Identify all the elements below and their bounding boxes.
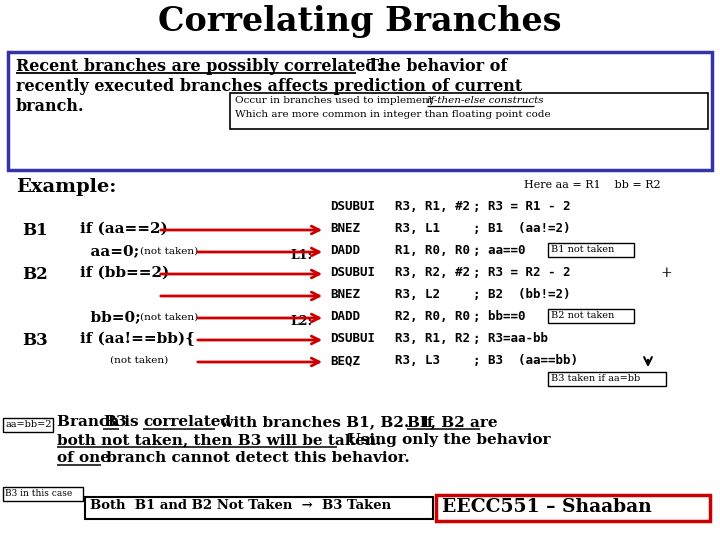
Text: Using only the behavior: Using only the behavior	[337, 433, 551, 447]
Text: recently executed branches affects prediction of current: recently executed branches affects predi…	[16, 78, 522, 95]
Text: aa=bb=2: aa=bb=2	[5, 420, 52, 429]
Text: B3 taken if aa=bb: B3 taken if aa=bb	[551, 374, 640, 383]
Text: L2:: L2:	[290, 315, 312, 328]
Text: (not taken): (not taken)	[140, 313, 198, 322]
Text: ; R3 = R1 - 2: ; R3 = R1 - 2	[473, 200, 570, 213]
Text: bb=0;: bb=0;	[80, 310, 140, 324]
Bar	[230, 93, 708, 129]
Text: with branches B1, B2.  If: with branches B1, B2. If	[215, 415, 438, 429]
Text: L1:: L1:	[290, 249, 312, 262]
Text: ; aa==0: ; aa==0	[473, 244, 526, 257]
Text: Recent branches are possibly correlated:: Recent branches are possibly correlated:	[16, 58, 382, 75]
Text: ; B1  (aa!=2): ; B1 (aa!=2)	[473, 222, 570, 235]
Text: R3, L2: R3, L2	[395, 288, 440, 301]
Text: R3, L3: R3, L3	[395, 354, 440, 367]
Text: DSUBUI: DSUBUI	[330, 266, 375, 279]
Text: B2: B2	[22, 266, 48, 283]
Text: DADD: DADD	[330, 244, 360, 257]
Bar	[3, 487, 83, 501]
Text: The behavior of: The behavior of	[356, 58, 508, 75]
Text: R3, R1, R2: R3, R1, R2	[395, 332, 470, 345]
Text: B2 not taken: B2 not taken	[551, 311, 614, 320]
Bar	[85, 497, 433, 519]
Text: B3: B3	[22, 332, 48, 349]
Text: branch.: branch.	[16, 98, 84, 115]
Bar	[548, 372, 666, 386]
Text: (not taken): (not taken)	[110, 356, 168, 365]
Text: BNEZ: BNEZ	[330, 288, 360, 301]
Text: +: +	[660, 266, 672, 280]
Text: Example:: Example:	[16, 178, 117, 196]
Text: Occur in branches used to implement: Occur in branches used to implement	[235, 96, 439, 105]
Text: both not taken, then B3 will be taken.: both not taken, then B3 will be taken.	[57, 433, 382, 447]
Bar	[8, 52, 712, 170]
Text: Correlating Branches: Correlating Branches	[158, 5, 562, 38]
Text: ; R3=aa-bb: ; R3=aa-bb	[473, 332, 548, 345]
Text: BNEZ: BNEZ	[330, 222, 360, 235]
Text: is: is	[119, 415, 144, 429]
Text: R2, R0, R0: R2, R0, R0	[395, 310, 470, 323]
Text: Which are more common in integer than floating point code: Which are more common in integer than fl…	[235, 110, 551, 119]
Text: if (bb==2): if (bb==2)	[80, 266, 169, 280]
Text: B1 not taken: B1 not taken	[551, 245, 614, 254]
Text: Here aa = R1    bb = R2: Here aa = R1 bb = R2	[524, 180, 661, 190]
Text: if (aa==2): if (aa==2)	[80, 222, 168, 236]
Text: ; B2  (bb!=2): ; B2 (bb!=2)	[473, 288, 570, 301]
Bar	[436, 495, 710, 521]
Text: B3 in this case: B3 in this case	[5, 489, 72, 498]
Text: aa=0;: aa=0;	[80, 244, 139, 258]
Text: correlated: correlated	[143, 415, 231, 429]
Text: (not taken): (not taken)	[140, 247, 198, 256]
Text: B3: B3	[103, 415, 127, 429]
Text: if-then-else constructs: if-then-else constructs	[427, 96, 544, 105]
Bar	[548, 243, 634, 257]
Bar	[3, 418, 53, 432]
Text: ; B3  (aa==bb): ; B3 (aa==bb)	[473, 354, 578, 367]
Bar	[548, 309, 634, 323]
Text: EECC551 – Shaaban: EECC551 – Shaaban	[442, 498, 652, 516]
Text: ; R3 = R2 - 2: ; R3 = R2 - 2	[473, 266, 570, 279]
Text: BEQZ: BEQZ	[330, 354, 360, 367]
Text: ; bb==0: ; bb==0	[473, 310, 526, 323]
Text: branch cannot detect this behavior.: branch cannot detect this behavior.	[101, 451, 410, 465]
Text: R3, L1: R3, L1	[395, 222, 440, 235]
Text: B1, B2 are: B1, B2 are	[407, 415, 498, 429]
Text: B1: B1	[22, 222, 48, 239]
Text: R1, R0, R0: R1, R0, R0	[395, 244, 470, 257]
Text: of one: of one	[57, 451, 110, 465]
Text: R3, R1, #2: R3, R1, #2	[395, 200, 470, 213]
Text: DSUBUI: DSUBUI	[330, 332, 375, 345]
Text: if (aa!==bb){: if (aa!==bb){	[80, 332, 195, 346]
Text: Branch: Branch	[57, 415, 125, 429]
Text: Both  B1 and B2 Not Taken  →  B3 Taken: Both B1 and B2 Not Taken → B3 Taken	[90, 499, 391, 512]
Text: DSUBUI: DSUBUI	[330, 200, 375, 213]
Text: DADD: DADD	[330, 310, 360, 323]
Text: R3, R2, #2: R3, R2, #2	[395, 266, 470, 279]
